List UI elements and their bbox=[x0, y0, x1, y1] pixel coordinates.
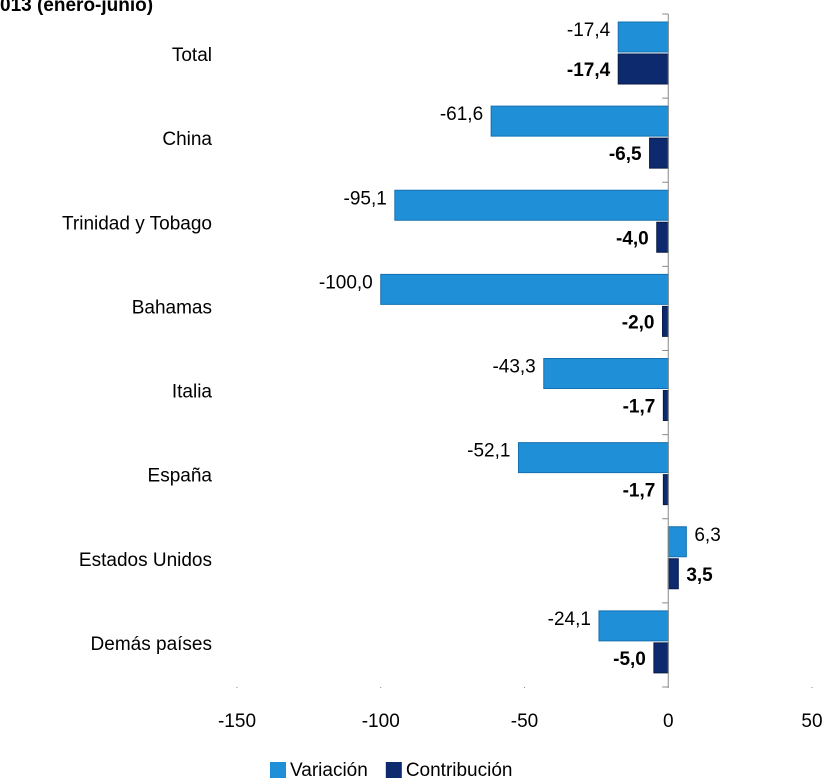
value-label: -17,4 bbox=[567, 20, 611, 41]
y-tick-label: Demás países bbox=[91, 634, 212, 655]
y-tick-label: Italia bbox=[172, 382, 213, 403]
value-label: -61,6 bbox=[440, 104, 483, 125]
legend-swatch bbox=[270, 762, 286, 778]
value-label: -43,3 bbox=[492, 357, 535, 378]
value-label: -6,5 bbox=[609, 144, 642, 165]
y-tick-label: Total bbox=[172, 45, 212, 66]
bar bbox=[543, 358, 669, 389]
bar bbox=[617, 53, 669, 85]
value-label: 3,5 bbox=[686, 565, 713, 586]
value-label: -17,4 bbox=[567, 60, 611, 81]
y-tick-label: Estados Unidos bbox=[79, 550, 212, 571]
legend-label: Variación bbox=[290, 760, 368, 781]
legend-label: Contribución bbox=[406, 760, 513, 781]
y-tick-label: Trinidad y Tobago bbox=[62, 213, 212, 234]
value-label: -24,1 bbox=[548, 609, 591, 630]
bar bbox=[662, 474, 669, 506]
y-tick-label: España bbox=[148, 466, 213, 487]
bar bbox=[394, 189, 669, 221]
bar bbox=[662, 390, 669, 421]
bar bbox=[649, 137, 669, 169]
bar bbox=[653, 642, 669, 674]
value-label: -95,1 bbox=[344, 188, 387, 209]
bar bbox=[617, 21, 669, 53]
value-label: -5,0 bbox=[613, 649, 646, 670]
value-label: -100,0 bbox=[319, 272, 373, 293]
value-label: -1,7 bbox=[623, 397, 656, 418]
bar bbox=[667, 558, 679, 590]
chart-title: 013 (enero-junio) bbox=[0, 0, 153, 16]
x-tick-label: 50 bbox=[801, 711, 822, 732]
bar bbox=[490, 105, 669, 137]
x-tick-label: -100 bbox=[362, 711, 400, 732]
bar bbox=[380, 273, 669, 305]
legend-swatch bbox=[385, 762, 402, 778]
x-tick-label: 0 bbox=[663, 711, 674, 732]
bar bbox=[598, 610, 669, 642]
bar bbox=[517, 442, 669, 474]
x-tick-label: -150 bbox=[218, 711, 256, 732]
value-label: -2,0 bbox=[622, 312, 655, 333]
value-label: 6,3 bbox=[694, 525, 720, 546]
y-tick-label: China bbox=[162, 129, 212, 150]
bar bbox=[662, 305, 669, 337]
value-label: -1,7 bbox=[623, 481, 656, 502]
value-label: -52,1 bbox=[467, 441, 510, 462]
y-tick-label: Bahamas bbox=[132, 297, 212, 318]
value-label: -4,0 bbox=[616, 228, 649, 249]
bar bbox=[656, 221, 669, 253]
x-tick-label: -50 bbox=[511, 711, 538, 732]
bar bbox=[667, 526, 687, 558]
